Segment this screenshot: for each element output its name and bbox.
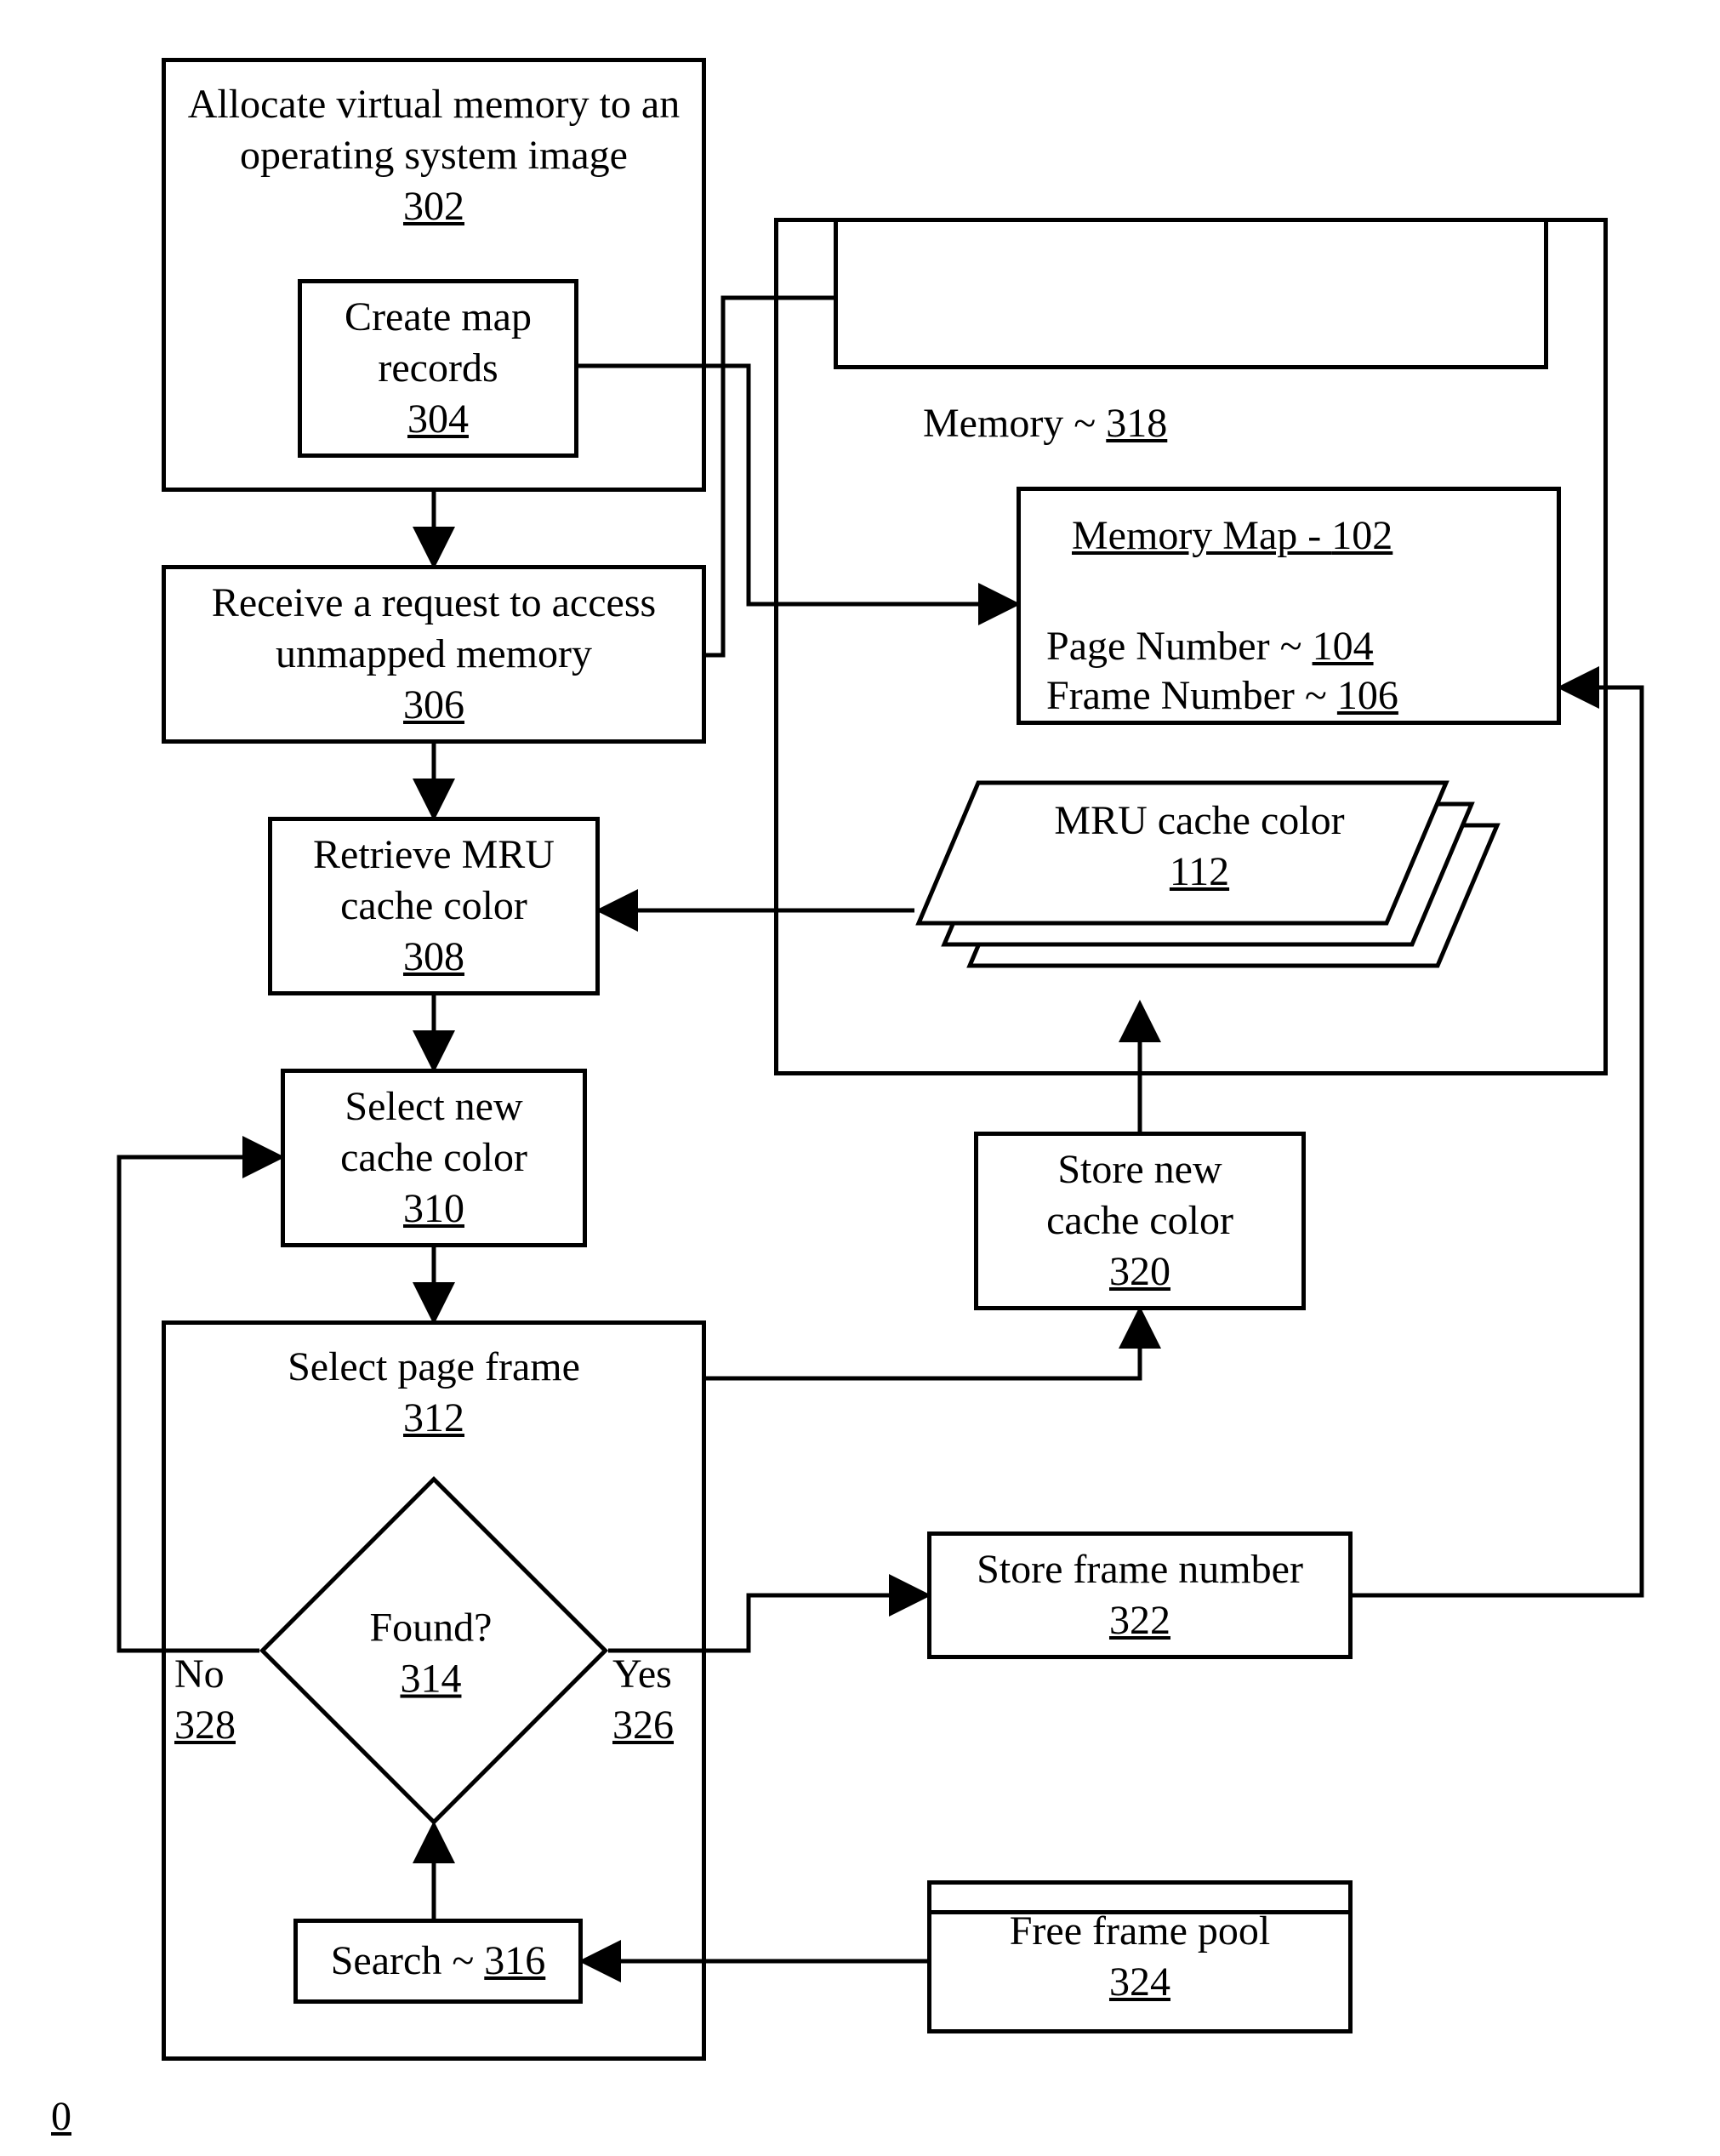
node-text-n314: Found? xyxy=(311,1603,550,1654)
node-ref-n322: 322 xyxy=(977,1595,1303,1646)
flowchart-canvas: Allocate virtual memory to an operating … xyxy=(0,0,1720,2156)
node-ref-n302: 302 xyxy=(188,181,680,232)
node-ref-n316: 316 xyxy=(484,1938,545,1983)
node-ref-n320: 320 xyxy=(1046,1246,1233,1298)
label-memory_label: Memory ~ 318 xyxy=(923,398,1263,449)
node-n322: Store frame number322 xyxy=(927,1531,1353,1659)
node-text-n316: Search ~ xyxy=(331,1938,485,1983)
node-ref-n314: 314 xyxy=(311,1654,550,1705)
node-memory_title_strip xyxy=(834,218,1548,369)
node-label-n112: MRU cache color112 xyxy=(987,796,1412,898)
label-n106: Frame Number ~ 106 xyxy=(1046,670,1523,722)
node-ref-n310: 310 xyxy=(340,1184,527,1235)
node-n320: Store new cache color320 xyxy=(974,1132,1306,1310)
node-text-n312: Select page frame xyxy=(288,1342,580,1393)
node-text-n320: Store new cache color xyxy=(1046,1144,1233,1246)
node-text-n308: Retrieve MRU cache color xyxy=(313,830,555,932)
node-ref-n304: 304 xyxy=(345,394,532,445)
label-no_label: No328 xyxy=(174,1649,251,1751)
node-ref-n308: 308 xyxy=(313,932,555,983)
node-n308: Retrieve MRU cache color308 xyxy=(268,817,600,995)
label-yes_label: Yes326 xyxy=(612,1649,698,1751)
node-n306: Receive a request to access unmapped mem… xyxy=(162,565,706,744)
node-n316: Search ~ 316 xyxy=(293,1919,583,2004)
edge-n312-n320 xyxy=(706,1310,1140,1378)
node-text-n304: Create map records xyxy=(345,292,532,394)
node-ref-n306: 306 xyxy=(212,680,656,731)
node-ref-n312: 312 xyxy=(288,1393,580,1444)
node-text-n306: Receive a request to access unmapped mem… xyxy=(212,578,656,680)
node-text-n322: Store frame number xyxy=(977,1544,1303,1595)
node-n324: Free frame pool324 xyxy=(927,1880,1353,2033)
page-ref: 0 xyxy=(51,2093,71,2140)
node-n304: Create map records304 xyxy=(298,279,578,458)
node-n310: Select new cache color310 xyxy=(281,1069,587,1247)
node-text-n310: Select new cache color xyxy=(340,1081,527,1184)
label-n104: Page Number ~ 104 xyxy=(1046,621,1523,672)
node-text-n302: Allocate virtual memory to an operating … xyxy=(188,79,680,181)
node-ref-n324: 324 xyxy=(1010,1957,1271,2008)
label-n102_title: Memory Map - 102 xyxy=(1072,510,1514,562)
